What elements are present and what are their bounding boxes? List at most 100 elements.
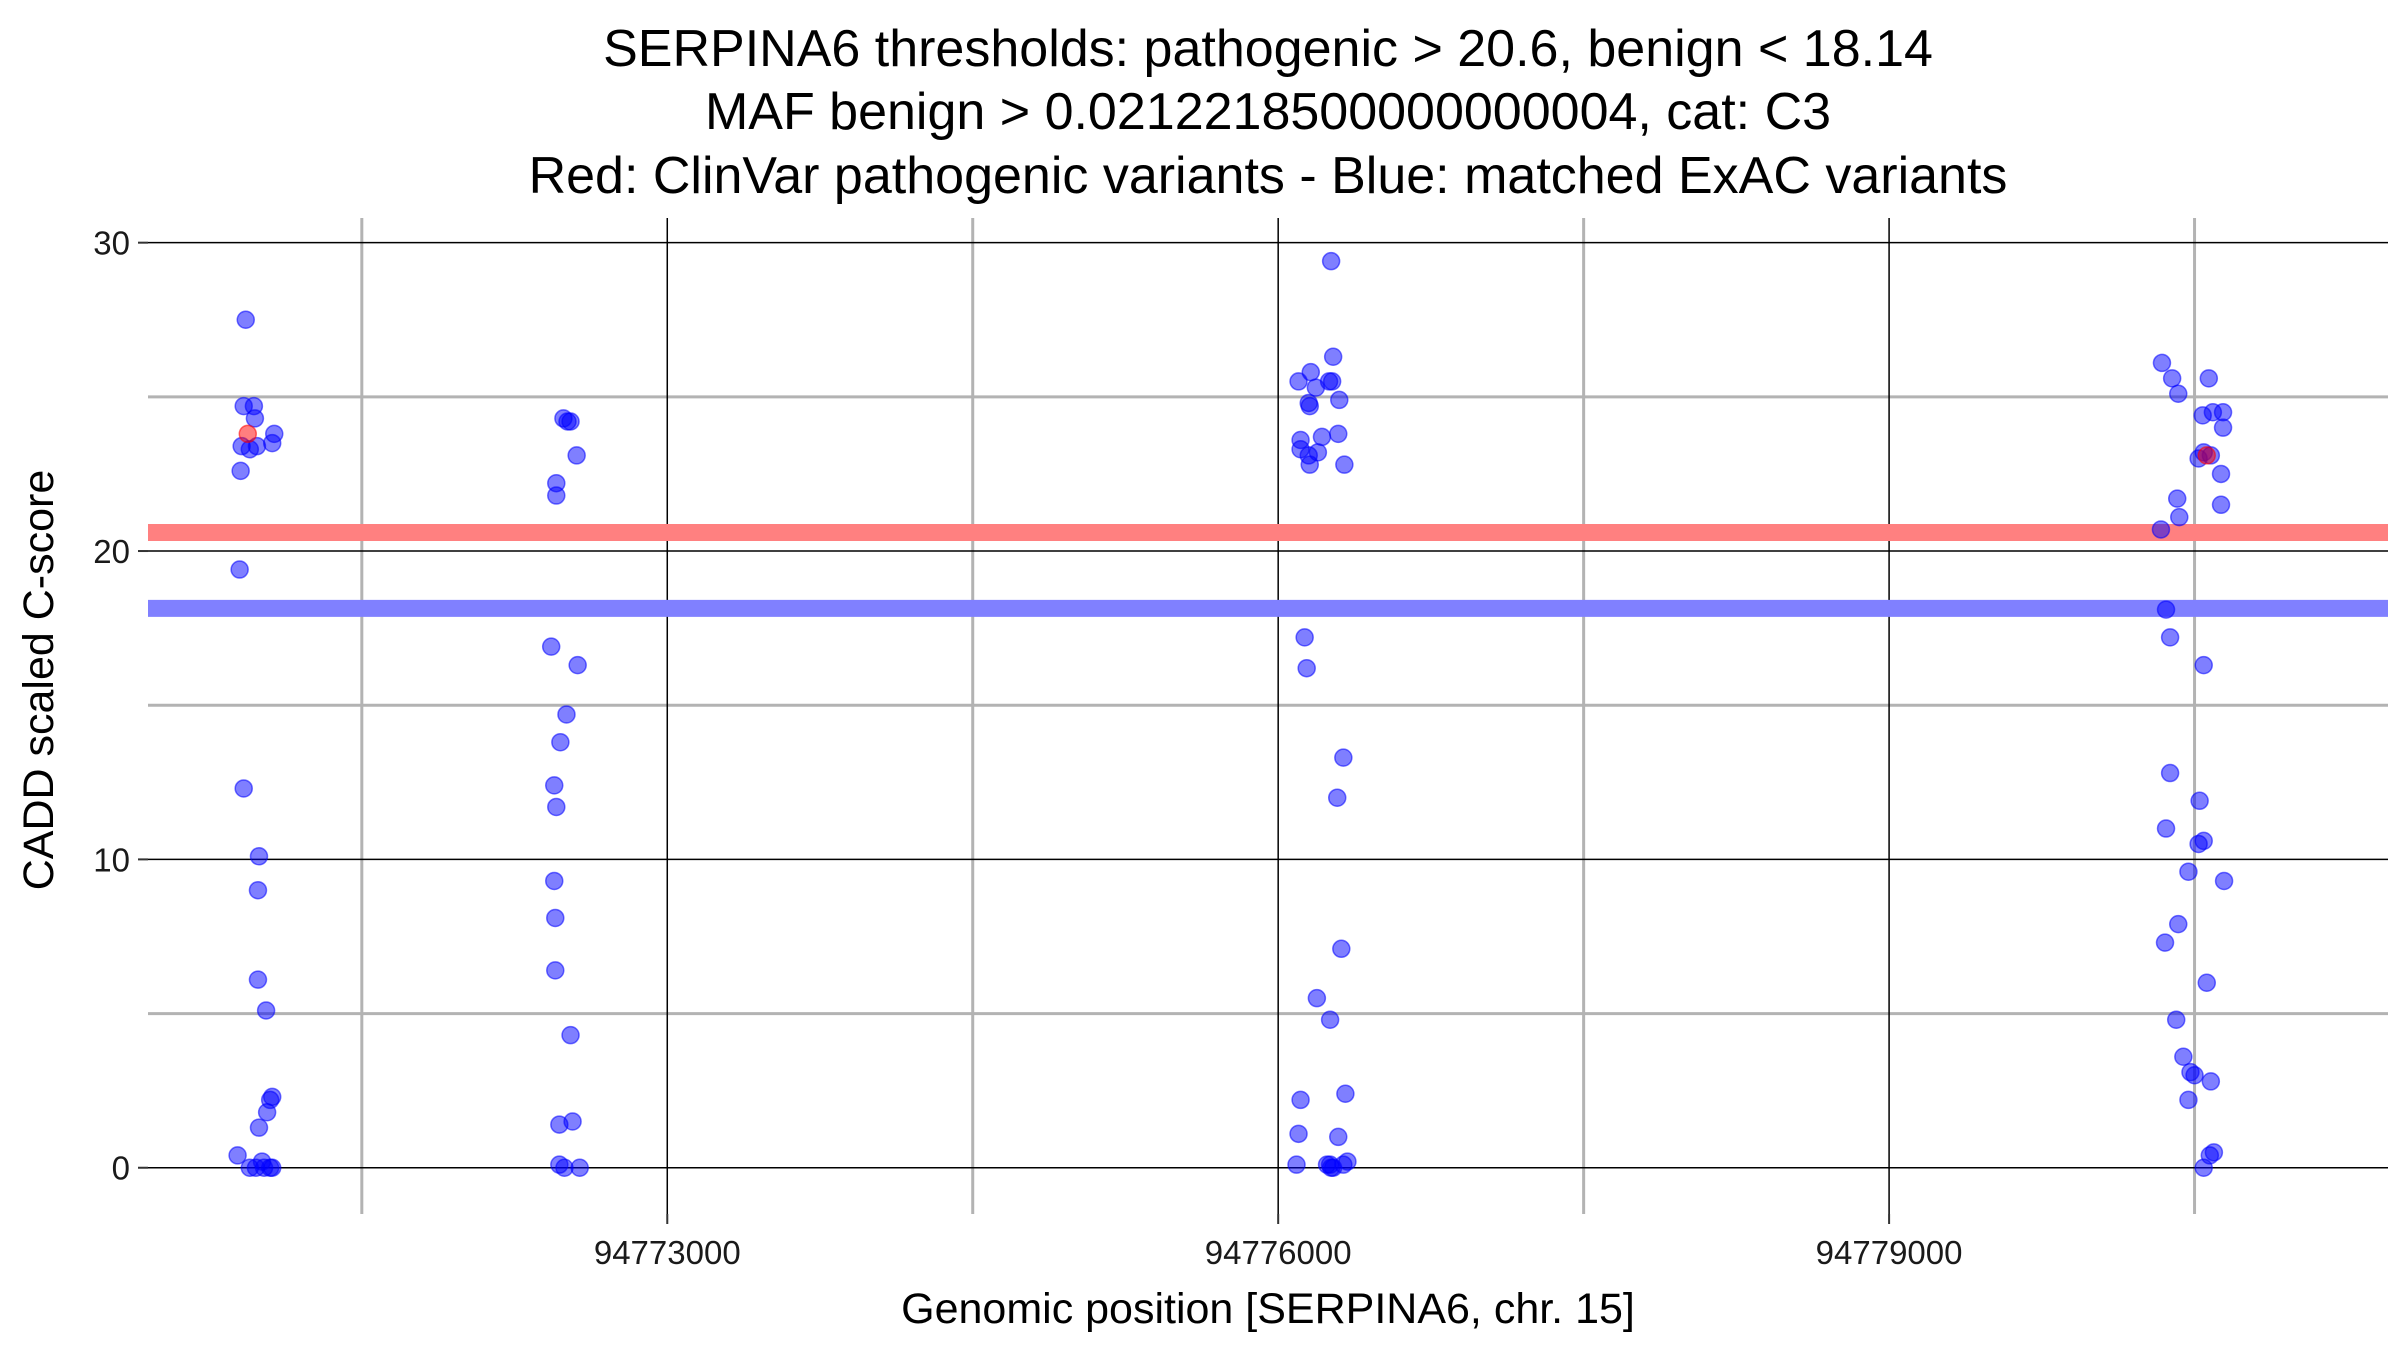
y-tick-label: 30 — [93, 225, 130, 262]
x-axis-title: Genomic position [SERPINA6, chr. 15] — [901, 1285, 1635, 1333]
exac-variant-point — [262, 1158, 282, 1177]
exac-variant-point — [547, 486, 566, 505]
exac-variant-point — [256, 1001, 276, 1020]
exac-variant-point — [1300, 455, 1319, 474]
exac-variant-point — [249, 1118, 269, 1137]
exac-variant-point — [2197, 973, 2217, 992]
exac-variant-point — [2169, 384, 2188, 404]
exac-variant-point — [546, 961, 565, 980]
exac-variant-point — [1306, 378, 1326, 397]
exac-variant-point — [2190, 791, 2209, 811]
chart-title-line-2: MAF benign > 0.0212218500000000004, cat:… — [705, 83, 1831, 141]
exac-variant-point — [2213, 403, 2233, 422]
y-tick-label: 10 — [93, 841, 130, 878]
exac-variant-point — [1329, 424, 1348, 444]
exac-variant-point — [1289, 1124, 1308, 1144]
exac-variant-point — [568, 655, 587, 675]
exac-variant-point — [1297, 658, 1316, 678]
exac-variant-point — [2155, 933, 2175, 952]
exac-variant-point — [2152, 353, 2172, 373]
exac-variant-point — [561, 412, 580, 431]
exac-variant-point — [1320, 1010, 1340, 1029]
clinvar-pathogenic-point — [238, 424, 258, 444]
x-axis: 94773000 94776000 94779000 — [594, 1214, 1963, 1271]
exac-variant-point — [555, 1158, 574, 1177]
exac-variant-point — [1336, 1084, 1355, 1103]
exac-variant-point — [2214, 871, 2234, 891]
exac-variant-point — [248, 970, 268, 989]
exac-variant-point — [570, 1158, 589, 1177]
exac-variant-point — [561, 1025, 580, 1045]
exac-variant-point — [551, 732, 570, 752]
exac-variant-point — [1335, 455, 1354, 474]
y-axis: 0 10 20 30 — [93, 225, 148, 1187]
major-gridlines — [148, 218, 2388, 1214]
exac-variant-point — [249, 847, 269, 866]
exac-variant-point — [230, 560, 249, 579]
exac-variant-point — [2160, 628, 2180, 647]
exac-variant-point — [2194, 655, 2213, 675]
exac-variant-point — [545, 776, 564, 795]
exac-variant-point — [2162, 369, 2182, 388]
chart-title-line-3: Red: ClinVar pathogenic variants - Blue:… — [529, 147, 2008, 205]
exac-variant-point — [2179, 862, 2198, 881]
exac-variant-point — [1327, 788, 1347, 807]
exac-variant-point — [2160, 763, 2180, 783]
exac-variant-point — [1330, 390, 1349, 410]
exac-variant-point — [557, 705, 576, 724]
exac-variant-point — [2211, 495, 2231, 515]
exac-variant-point — [2201, 1072, 2221, 1091]
exac-variant-point — [234, 779, 253, 798]
exac-variant-point — [1322, 372, 1342, 391]
exac-variant-point — [1321, 1158, 1341, 1177]
y-tick-label: 20 — [93, 533, 130, 570]
exac-variant-point — [2169, 914, 2188, 934]
exac-variant-point — [257, 1102, 277, 1122]
exac-variant-point — [1307, 988, 1327, 1008]
threshold-lines — [148, 524, 2388, 617]
exac-variant-point — [563, 1112, 582, 1131]
exac-variant-point — [2166, 1010, 2186, 1029]
exac-variant-point — [1295, 628, 1314, 647]
exac-variant-point — [2194, 1158, 2213, 1177]
exac-variant-point — [1334, 748, 1353, 767]
exac-variant-point — [1332, 939, 1351, 959]
x-tick-label: 94779000 — [1816, 1234, 1963, 1271]
exac-variant-point — [546, 908, 565, 928]
exac-variant-point — [2204, 1143, 2224, 1162]
exac-variant-point — [2213, 418, 2233, 437]
exac-variant-point — [545, 871, 564, 891]
clinvar-pathogenic-point — [2197, 446, 2217, 465]
chart-title-line-1: SERPINA6 thresholds: pathogenic > 20.6, … — [603, 20, 1933, 78]
exac-variant-point — [1321, 251, 1341, 271]
exac-variant-point — [228, 1146, 247, 1165]
exac-variant-point — [2189, 834, 2208, 854]
x-tick-label: 94773000 — [594, 1234, 741, 1271]
exac-variant-point — [262, 433, 282, 453]
exac-variant-point — [2156, 819, 2176, 838]
x-tick-label: 94776000 — [1205, 1234, 1352, 1271]
exac-variant-point — [1338, 1152, 1357, 1171]
minor-gridlines — [148, 218, 2388, 1214]
chart-title: SERPINA6 thresholds: pathogenic > 20.6, … — [529, 20, 2008, 205]
exac-variant-point — [2151, 520, 2171, 539]
exac-variant-point — [547, 797, 566, 817]
exac-variant-point — [245, 409, 265, 428]
exac-variant-point — [2170, 507, 2189, 527]
exac-variant-point — [248, 880, 268, 900]
exac-variant-point — [2199, 369, 2219, 388]
exac-variant-point — [567, 446, 586, 465]
exac-variant-point — [231, 461, 250, 481]
exac-variant-point — [236, 310, 255, 330]
exac-variant-point — [2211, 464, 2231, 484]
exac-variant-point — [1329, 1127, 1348, 1147]
exac-variant-point — [1287, 1155, 1306, 1174]
plot-area — [148, 218, 2388, 1214]
exac-variant-point — [541, 637, 561, 656]
exac-variant-point — [1323, 347, 1343, 367]
exac-variant-point — [1312, 427, 1332, 447]
exac-variant-point — [2179, 1090, 2198, 1110]
exac-variant-point — [2156, 600, 2176, 619]
exac-variant-point — [1289, 372, 1308, 391]
